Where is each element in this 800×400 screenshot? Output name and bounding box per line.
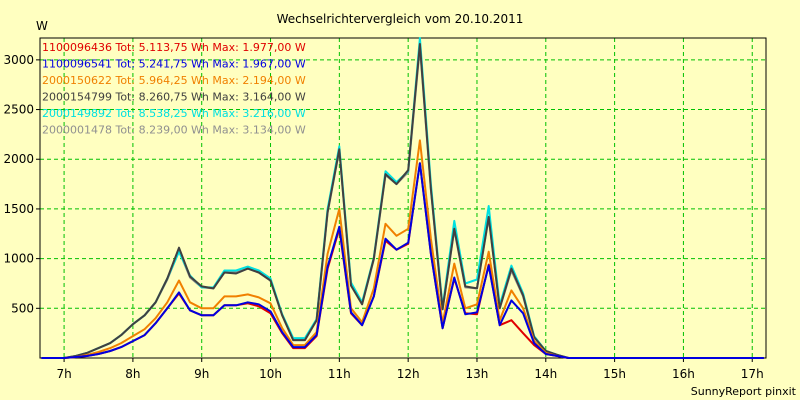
legend-entry-2000149892: 2000149892 Tot: 8.538,25 Wh Max: 3.216,0… <box>42 107 306 120</box>
axes: 7h 8h 9h 10h 11h 12h 13h 14h 15h 16h 17h 500 1000 150… <box>3 37 767 381</box>
footer-credit: SunnyReport pinxit <box>691 385 797 398</box>
x-tick-label: 14h <box>534 367 557 381</box>
series-group <box>41 37 764 359</box>
x-tick-label: 9h <box>194 367 209 381</box>
y-tick-label: 1000 <box>3 252 34 266</box>
plot-frame <box>39 37 767 359</box>
x-tick-label: 13h <box>466 367 489 381</box>
legend: 1100096436 Tot: 5.113,75 Wh Max: 1.977,0… <box>42 41 306 137</box>
y-tick-label: 1500 <box>3 202 34 216</box>
legend-entry-2000001478: 2000001478 Tot: 8.239,00 Wh Max: 3.134,0… <box>42 124 306 137</box>
x-tick-label: 17h <box>741 367 764 381</box>
x-tick-label: 16h <box>672 367 695 381</box>
legend-entry-2000154799: 2000154799 Tot: 8.260,75 Wh Max: 3.164,0… <box>42 91 306 104</box>
legend-entry-1100096436: 1100096436 Tot: 5.113,75 Wh Max: 1.977,0… <box>42 41 306 54</box>
y-tick-label: 3000 <box>3 53 34 67</box>
series-line-1100096541 <box>41 162 764 359</box>
x-tick-label: 10h <box>259 367 282 381</box>
x-tick-label: 8h <box>125 367 140 381</box>
x-tick-label: 11h <box>328 367 351 381</box>
y-axis-label: W <box>36 19 48 33</box>
chart-title: Wechselrichtervergleich vom 20.10.2011 <box>277 12 524 26</box>
y-tick-label: 500 <box>11 301 34 315</box>
x-tick-label: 12h <box>397 367 420 381</box>
y-tick-label: 2000 <box>3 152 34 166</box>
legend-entry-2000150622: 2000150622 Tot: 5.964,25 Wh Max: 2.194,0… <box>42 74 306 87</box>
y-tick-label: 2500 <box>3 103 34 117</box>
legend-entry-1100096541: 1100096541 Tot: 5.241,75 Wh Max: 1.967,0… <box>42 58 306 71</box>
x-tick-label: 15h <box>603 367 626 381</box>
x-tick-label: 7h <box>56 367 71 381</box>
